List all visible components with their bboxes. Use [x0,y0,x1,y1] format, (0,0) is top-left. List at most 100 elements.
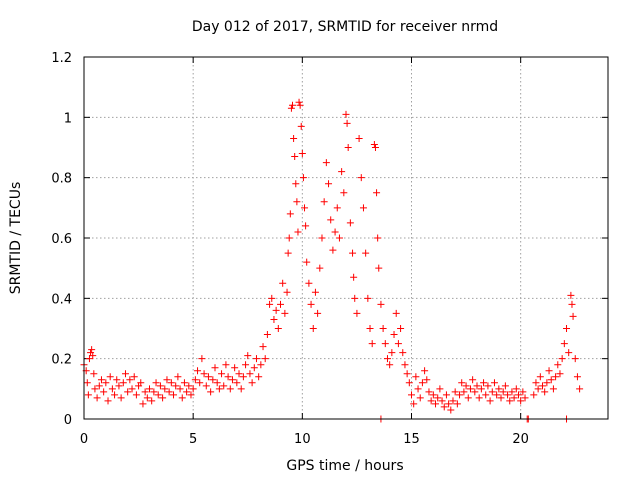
data-point [220,382,228,390]
data-point [423,376,431,384]
data-point [314,309,322,317]
data-point [445,400,453,408]
data-point [442,391,450,399]
data-point [552,373,560,381]
y-tick-label: 0.2 [51,353,72,368]
data-point [346,219,354,227]
data-point [484,382,492,390]
data-point [187,391,195,399]
data-point [295,98,303,106]
data-point [383,355,391,363]
data-point [534,385,542,393]
data-point [128,385,136,393]
data-point [377,300,385,308]
data-point [244,352,252,360]
data-point [268,294,276,302]
data-point [567,291,575,299]
data-point [440,403,448,411]
data-point [486,397,494,405]
data-point [307,300,315,308]
data-point [560,340,568,348]
data-point [296,101,304,109]
data-point [403,370,411,378]
data-point [263,331,271,339]
data-point [427,397,435,405]
data-point [209,376,217,384]
data-point [287,104,295,112]
chart-title: Day 012 of 2017, SRMTID for receiver nrm… [192,19,498,35]
data-point [297,122,305,130]
data-point [90,370,98,378]
data-point [274,325,282,332]
data-point [549,385,557,393]
y-tick-label: 0 [64,413,72,428]
data-point [414,385,422,393]
data-point [228,376,236,384]
data-point [563,325,571,332]
data-point [252,355,260,363]
data-point [569,312,577,320]
data-point [270,315,278,323]
data-point [115,382,123,390]
data-point [289,101,297,109]
data-point [146,385,153,393]
y-tick-label: 1 [64,111,72,126]
data-point [543,379,551,387]
data-point [327,216,335,224]
data-point [239,373,247,381]
data-point [416,394,424,402]
data-point [298,150,306,158]
data-point [519,388,527,396]
data-point [390,331,398,339]
data-point [302,222,310,230]
data-point [301,204,309,212]
data-point [388,349,396,357]
data-point [215,385,223,393]
x-tick-label: 0 [80,432,88,447]
data-point [401,361,409,369]
data-point [202,382,210,390]
data-point [357,174,365,182]
data-point [180,379,188,387]
data-point [292,180,300,188]
y-axis-label: SRMTID / TECUs [8,182,24,295]
data-point [172,382,180,390]
y-tick-label: 1.2 [51,51,72,66]
data-point [370,140,378,148]
data-point [174,373,182,381]
data-point [325,180,333,188]
plot-frame [83,56,609,420]
data-point [451,388,459,396]
data-point [460,388,468,396]
data-point [211,364,219,372]
data-point [545,367,553,375]
data-point [309,325,317,332]
data-point [185,382,193,390]
data-point [368,340,376,348]
data-point [242,361,250,369]
data-point [355,134,363,142]
data-point [102,379,110,387]
data-point [119,379,127,387]
y-tick-label: 0.6 [51,232,72,247]
data-point [576,385,584,393]
data-point [510,394,518,402]
data-point [344,144,352,151]
data-point [143,394,151,402]
data-point [266,300,274,308]
data-point [218,370,226,378]
data-point [399,349,407,357]
data-point [257,361,265,369]
data-point [381,340,389,348]
data-point [141,388,149,396]
data-point [425,388,433,396]
data-point [349,249,357,257]
data-point [469,376,477,384]
data-point [204,373,212,381]
data-point [466,385,474,393]
x-tick-label: 15 [403,432,420,447]
data-point [554,361,562,369]
y-tick-label: 0.4 [51,292,72,307]
data-point [541,388,549,396]
